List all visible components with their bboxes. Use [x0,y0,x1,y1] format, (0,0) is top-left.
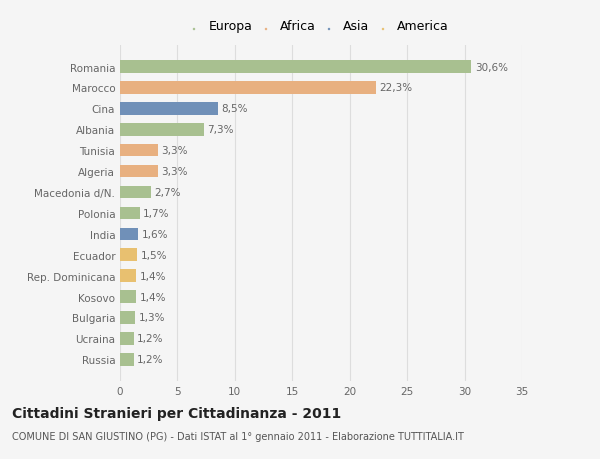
Bar [120,207,140,220]
Text: Cittadini Stranieri per Cittadinanza - 2011: Cittadini Stranieri per Cittadinanza - 2… [12,406,341,420]
Text: 1,4%: 1,4% [140,271,166,281]
Bar [120,124,204,136]
Bar [120,291,136,303]
Text: 30,6%: 30,6% [475,62,508,73]
Text: 1,2%: 1,2% [137,354,164,364]
Text: 1,7%: 1,7% [143,208,169,218]
Text: 3,3%: 3,3% [161,167,188,177]
Text: 1,6%: 1,6% [142,230,169,239]
Text: 2,7%: 2,7% [154,188,181,197]
Bar [120,312,135,324]
Bar [120,186,151,199]
Text: 1,2%: 1,2% [137,334,164,344]
Bar [120,165,158,178]
Text: 3,3%: 3,3% [161,146,188,156]
Bar [120,103,218,115]
Bar [120,61,472,73]
Text: 1,4%: 1,4% [140,292,166,302]
Bar [120,145,158,157]
Text: 8,5%: 8,5% [221,104,248,114]
Text: 1,3%: 1,3% [139,313,165,323]
Text: COMUNE DI SAN GIUSTINO (PG) - Dati ISTAT al 1° gennaio 2011 - Elaborazione TUTTI: COMUNE DI SAN GIUSTINO (PG) - Dati ISTAT… [12,431,464,442]
Text: 22,3%: 22,3% [380,83,413,93]
Legend: Europa, Africa, Asia, America: Europa, Africa, Asia, America [193,20,449,33]
Text: 7,3%: 7,3% [207,125,234,135]
Text: 1,5%: 1,5% [140,250,167,260]
Bar [120,82,376,95]
Bar [120,332,134,345]
Bar [120,228,139,241]
Bar [120,353,134,366]
Bar [120,249,137,262]
Bar [120,270,136,282]
